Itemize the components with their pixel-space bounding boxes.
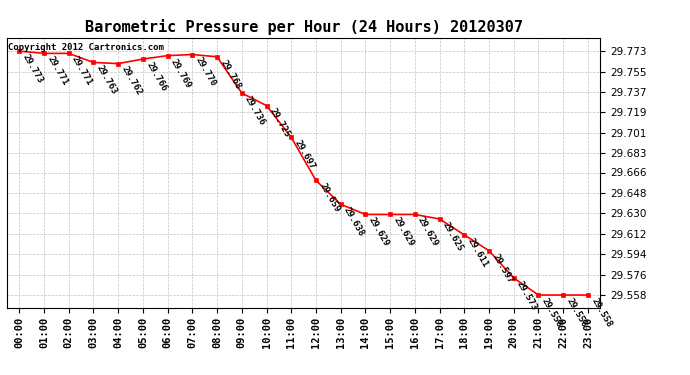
Text: 29.771: 29.771 [70, 55, 94, 87]
Text: 29.766: 29.766 [144, 60, 168, 93]
Text: 29.629: 29.629 [391, 216, 415, 248]
Text: 29.573: 29.573 [515, 279, 539, 312]
Text: 29.763: 29.763 [95, 64, 119, 96]
Text: 29.597: 29.597 [491, 252, 514, 285]
Text: 29.725: 29.725 [268, 107, 292, 140]
Text: 29.762: 29.762 [119, 65, 144, 98]
Text: 29.773: 29.773 [21, 53, 45, 85]
Text: 29.625: 29.625 [441, 220, 465, 253]
Text: 29.558: 29.558 [540, 296, 564, 329]
Text: 29.629: 29.629 [367, 216, 391, 248]
Text: 29.611: 29.611 [466, 236, 490, 269]
Text: 29.697: 29.697 [293, 139, 317, 171]
Text: 29.638: 29.638 [342, 206, 366, 238]
Text: 29.769: 29.769 [169, 57, 193, 90]
Text: 29.629: 29.629 [416, 216, 440, 248]
Text: 29.770: 29.770 [194, 56, 217, 88]
Text: 29.558: 29.558 [589, 296, 613, 329]
Text: 29.768: 29.768 [219, 58, 242, 91]
Title: Barometric Pressure per Hour (24 Hours) 20120307: Barometric Pressure per Hour (24 Hours) … [85, 19, 522, 35]
Text: 29.558: 29.558 [564, 296, 589, 329]
Text: 29.736: 29.736 [243, 94, 267, 127]
Text: 29.771: 29.771 [46, 55, 69, 87]
Text: Copyright 2012 Cartronics.com: Copyright 2012 Cartronics.com [8, 43, 164, 52]
Text: 29.659: 29.659 [317, 182, 342, 214]
